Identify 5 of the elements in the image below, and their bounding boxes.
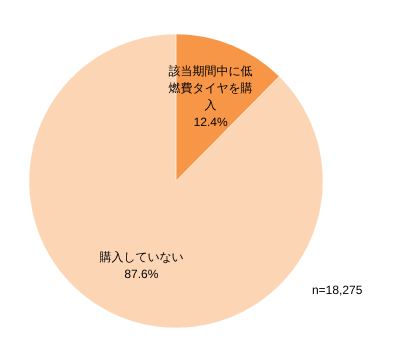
slice-label: 購入していない <box>99 250 184 264</box>
text: n=18,275 <box>312 283 363 297</box>
slice-label: 該当期間中に低燃費タイヤを購入 <box>168 64 253 112</box>
data-label: 87.6% <box>124 266 159 281</box>
data-label: 12.4% <box>194 115 228 130</box>
